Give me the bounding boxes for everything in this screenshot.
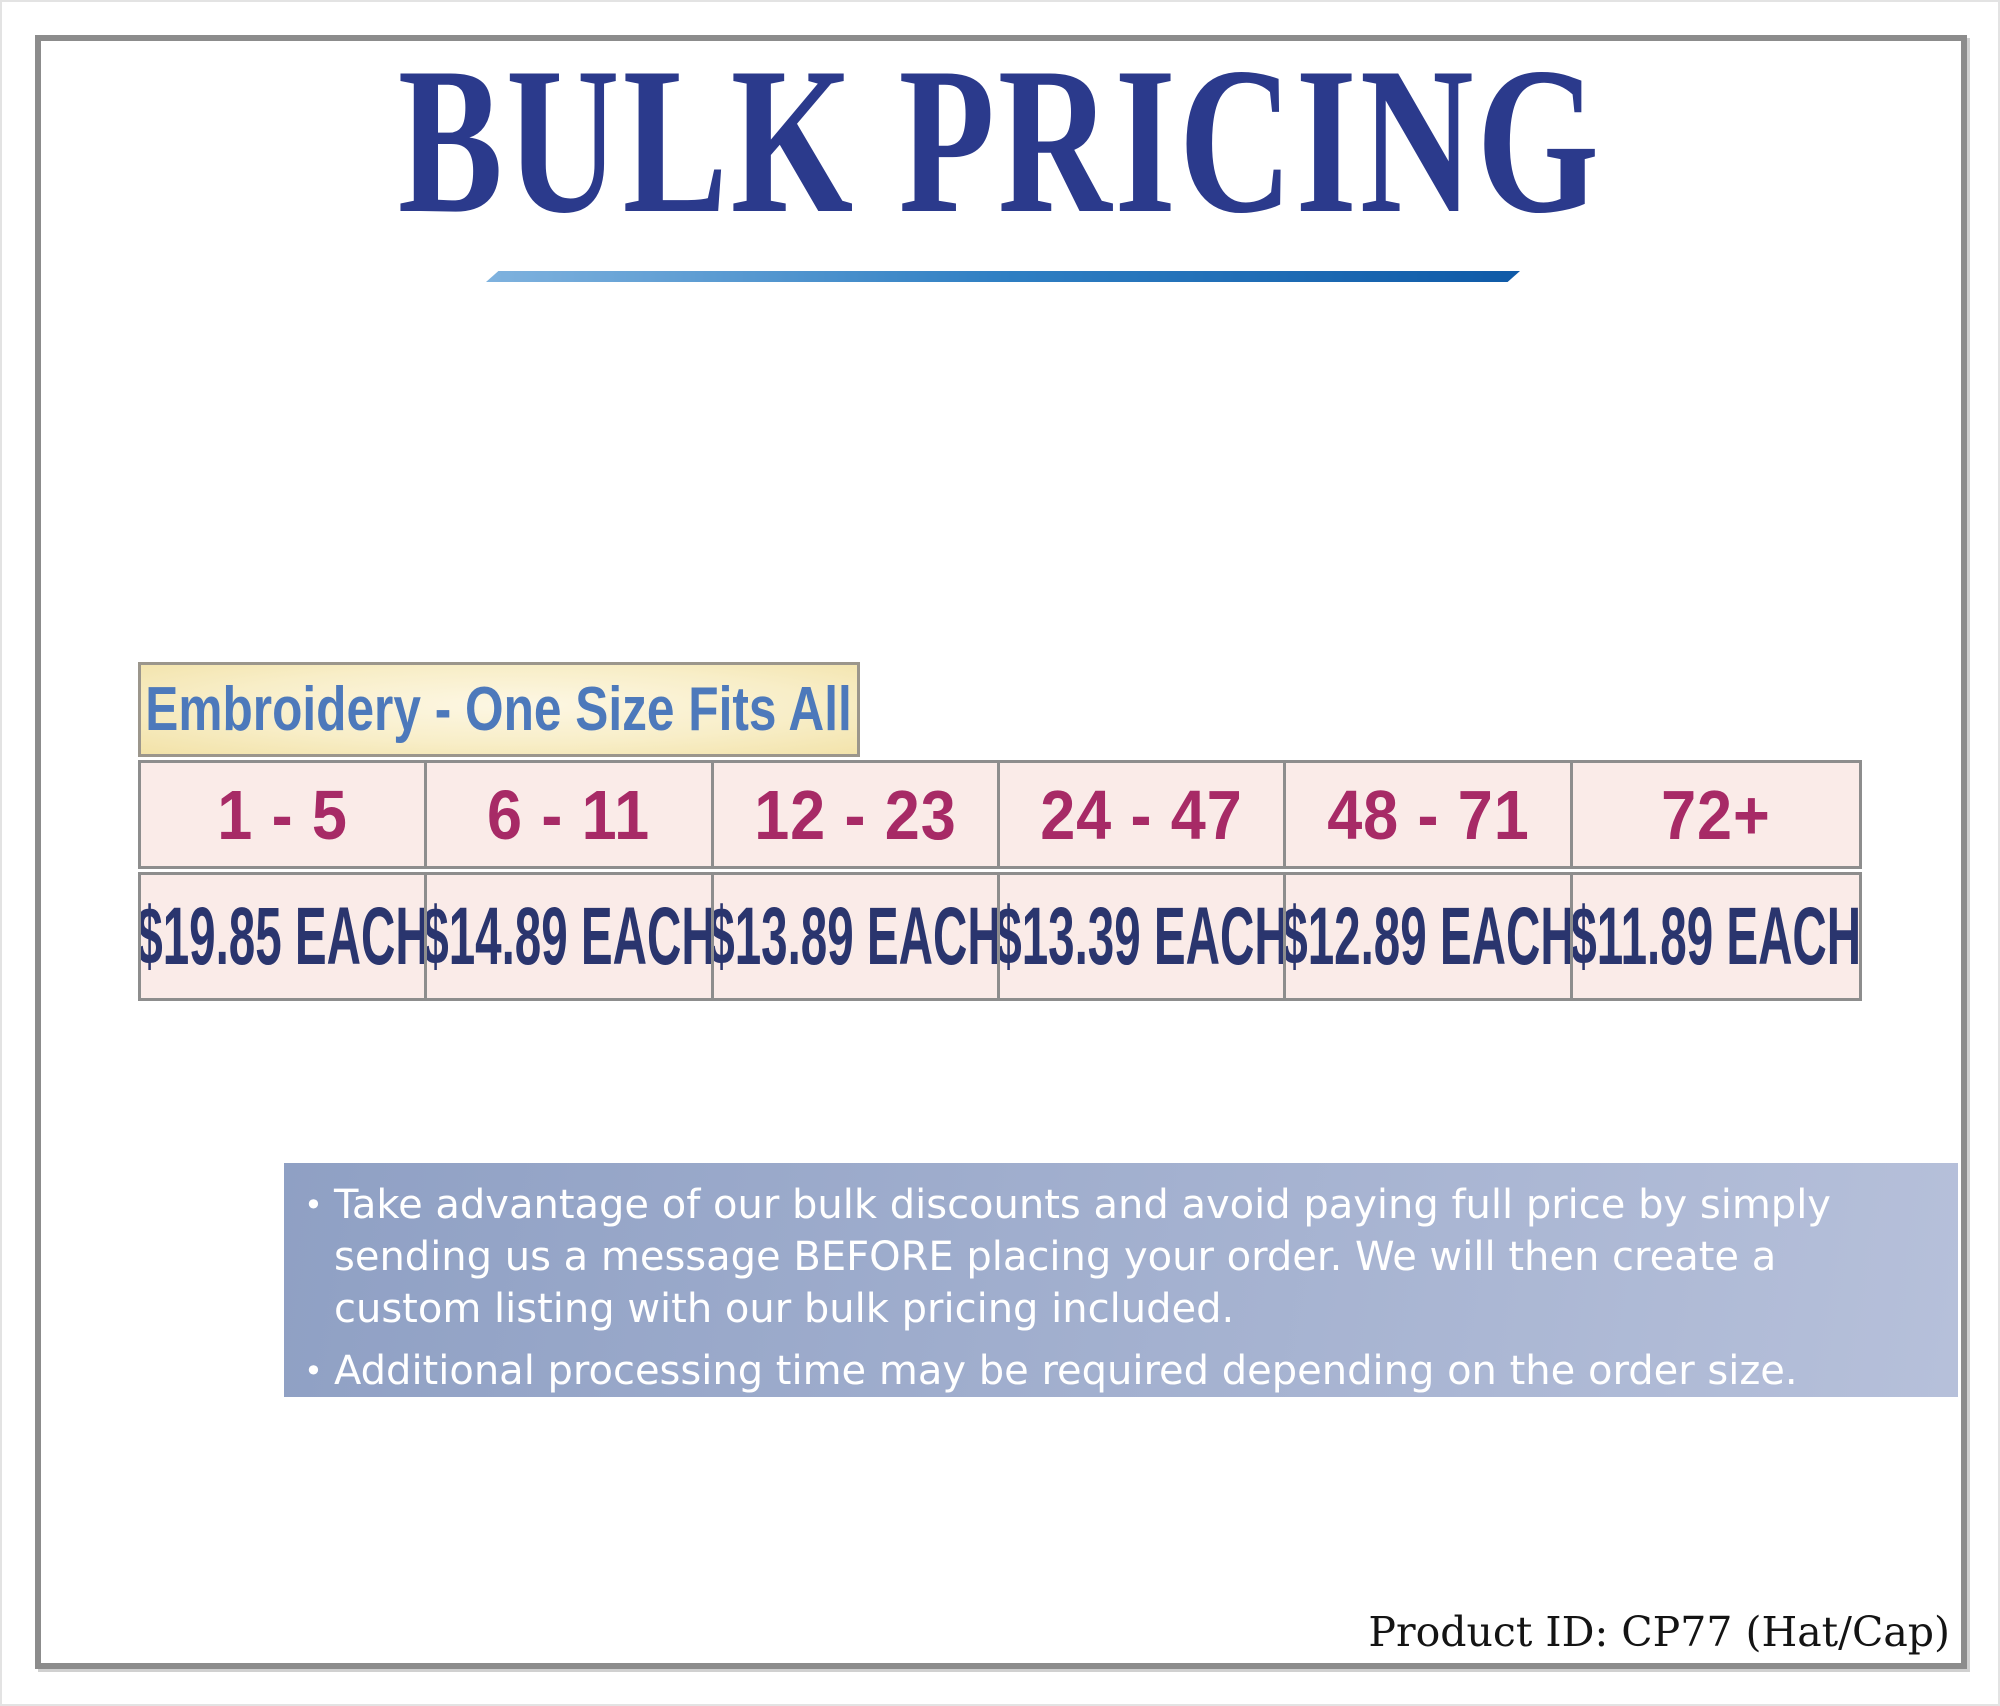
product-id-label: Product ID: CP77 (Hat/Cap) (1368, 1608, 1950, 1656)
quantity-range: 48 - 71 (1326, 775, 1530, 854)
unit-price: $13.89 EACH (713, 890, 1000, 982)
quantity-cell: 48 - 71 (1286, 763, 1573, 866)
unit-price: $13.39 EACH (1000, 890, 1287, 982)
price-cell: $13.89 EACH (713, 875, 1000, 998)
quantity-range: 72+ (1661, 775, 1771, 854)
pricing-table-header-label: Embroidery - One Size Fits All (145, 675, 853, 744)
note-item: • Additional processing time may be requ… (304, 1345, 1922, 1397)
unit-price: $12.89 EACH (1286, 890, 1573, 982)
bullet-icon: • (304, 1352, 323, 1390)
quantity-range: 24 - 47 (1040, 775, 1243, 854)
note-text: Additional processing time may be requir… (334, 1348, 1798, 1394)
price-cell: $11.89 EACH (1572, 875, 1859, 998)
price-cell: $14.89 EACH (427, 875, 714, 998)
notes-panel: • Take advantage of our bulk discounts a… (284, 1163, 1958, 1397)
pricing-table-header: Embroidery - One Size Fits All (138, 662, 860, 757)
quantity-range: 6 - 11 (487, 775, 651, 854)
price-row: $19.85 EACH $14.89 EACH $13.89 EACH $13.… (138, 872, 1862, 1001)
title-underline-decoration (486, 271, 1520, 282)
price-cell: $13.39 EACH (1000, 875, 1287, 998)
note-item: • Take advantage of our bulk discounts a… (304, 1179, 1922, 1335)
quantity-cell: 24 - 47 (1000, 763, 1287, 866)
price-cell: $12.89 EACH (1286, 875, 1573, 998)
note-text: Take advantage of our bulk discounts and… (334, 1182, 1831, 1332)
quantity-range: 12 - 23 (754, 775, 957, 854)
page-title: BULK PRICING (397, 25, 1603, 257)
unit-price: $19.85 EACH (141, 890, 428, 982)
quantity-cell: 1 - 5 (141, 763, 428, 866)
quantity-cell: 6 - 11 (427, 763, 714, 866)
quantity-range: 1 - 5 (217, 775, 348, 854)
quantity-cell: 72+ (1572, 763, 1859, 866)
quantity-cell: 12 - 23 (713, 763, 1000, 866)
unit-price: $14.89 EACH (427, 890, 714, 982)
quantity-row: 1 - 5 6 - 11 12 - 23 24 - 47 48 - 71 72+ (138, 760, 1862, 869)
unit-price: $11.89 EACH (1572, 890, 1859, 982)
bullet-icon: • (304, 1186, 323, 1224)
price-cell: $19.85 EACH (141, 875, 428, 998)
